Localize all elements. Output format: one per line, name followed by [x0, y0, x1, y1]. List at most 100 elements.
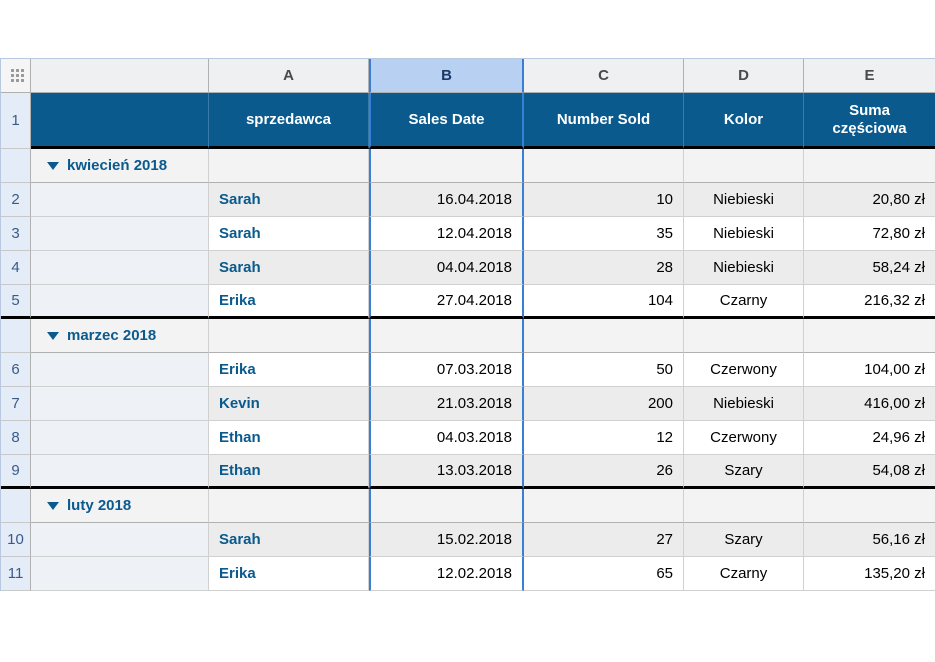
cell-seller[interactable]: Sarah: [209, 217, 369, 251]
cell-sold[interactable]: 65: [524, 557, 684, 591]
row-header-7[interactable]: 7: [1, 387, 31, 421]
group-blank-cell: [209, 489, 369, 523]
cell-color[interactable]: Czerwony: [684, 421, 804, 455]
row-header-2[interactable]: 2: [1, 183, 31, 217]
cell-seller[interactable]: Ethan: [209, 455, 369, 489]
seller-name: Kevin: [219, 395, 260, 412]
cell-seller[interactable]: Erika: [209, 285, 369, 319]
group-header[interactable]: luty 2018: [31, 489, 209, 523]
cell-color[interactable]: Niebieski: [684, 183, 804, 217]
cell-date[interactable]: 13.03.2018: [369, 455, 524, 489]
cell-date[interactable]: 15.02.2018: [369, 523, 524, 557]
sold-value: 27: [656, 531, 673, 548]
cell-sum[interactable]: 416,00 zł: [804, 387, 935, 421]
row-header-group[interactable]: [1, 319, 31, 353]
row-header-6[interactable]: 6: [1, 353, 31, 387]
cell-seller[interactable]: Sarah: [209, 251, 369, 285]
cell-date[interactable]: 16.04.2018: [369, 183, 524, 217]
row-number: 6: [11, 361, 19, 378]
sum-value: 135,20 zł: [864, 565, 925, 582]
row-header-5[interactable]: 5: [1, 285, 31, 319]
cell-color[interactable]: Czarny: [684, 285, 804, 319]
color-value: Niebieski: [713, 191, 774, 208]
row-header-8[interactable]: 8: [1, 421, 31, 455]
row-header-10[interactable]: 10: [1, 523, 31, 557]
header-label: sprzedawca: [246, 111, 331, 129]
row-header-9[interactable]: 9: [1, 455, 31, 489]
cell-sold[interactable]: 10: [524, 183, 684, 217]
seller-name: Sarah: [219, 531, 261, 548]
cell-color[interactable]: Niebieski: [684, 217, 804, 251]
cell-seller[interactable]: Erika: [209, 353, 369, 387]
cell-sum[interactable]: 58,24 zł: [804, 251, 935, 285]
category-blank-cell: [31, 523, 209, 557]
column-header-E[interactable]: E: [804, 59, 935, 93]
column-header-D[interactable]: D: [684, 59, 804, 93]
cell-color[interactable]: Szary: [684, 455, 804, 489]
cell-color[interactable]: Niebieski: [684, 387, 804, 421]
column-header-C[interactable]: C: [524, 59, 684, 93]
row-header-11[interactable]: 11: [1, 557, 31, 591]
cell-sum[interactable]: 104,00 zł: [804, 353, 935, 387]
cell-color[interactable]: Czerwony: [684, 353, 804, 387]
cell-sold[interactable]: 200: [524, 387, 684, 421]
disclosure-triangle-icon[interactable]: [47, 332, 59, 340]
cell-sum[interactable]: 56,16 zł: [804, 523, 935, 557]
cell-color[interactable]: Szary: [684, 523, 804, 557]
disclosure-triangle-icon[interactable]: [47, 502, 59, 510]
table-handle[interactable]: [1, 59, 31, 93]
cell-date[interactable]: 12.02.2018: [369, 557, 524, 591]
cell-date[interactable]: 12.04.2018: [369, 217, 524, 251]
row-header-group[interactable]: [1, 489, 31, 523]
cell-color[interactable]: Czarny: [684, 557, 804, 591]
cell-sum[interactable]: 216,32 zł: [804, 285, 935, 319]
column-header-blank[interactable]: [31, 59, 209, 93]
cell-sold[interactable]: 50: [524, 353, 684, 387]
group-blank-cell: [524, 149, 684, 183]
top-spacer: [0, 0, 935, 58]
group-blank-cell: [684, 319, 804, 353]
cell-sum[interactable]: 72,80 zł: [804, 217, 935, 251]
cell-seller[interactable]: Ethan: [209, 421, 369, 455]
group-header[interactable]: kwiecień 2018: [31, 149, 209, 183]
cell-sum[interactable]: 135,20 zł: [804, 557, 935, 591]
group-header[interactable]: marzec 2018: [31, 319, 209, 353]
row-number: 9: [11, 462, 19, 479]
cell-seller[interactable]: Sarah: [209, 523, 369, 557]
sum-value: 216,32 zł: [864, 292, 925, 309]
sum-value: 104,00 zł: [864, 361, 925, 378]
row-header-3[interactable]: 3: [1, 217, 31, 251]
sold-value: 35: [656, 225, 673, 242]
cell-sum[interactable]: 54,08 zł: [804, 455, 935, 489]
cell-sum[interactable]: 20,80 zł: [804, 183, 935, 217]
cell-date[interactable]: 07.03.2018: [369, 353, 524, 387]
row-header-group[interactable]: [1, 149, 31, 183]
column-header-A[interactable]: A: [209, 59, 369, 93]
cell-sold[interactable]: 12: [524, 421, 684, 455]
seller-name: Sarah: [219, 259, 261, 276]
group-label: kwiecień 2018: [67, 157, 167, 174]
cell-sold[interactable]: 27: [524, 523, 684, 557]
row-header-1[interactable]: 1: [1, 93, 31, 149]
seller-name: Sarah: [219, 191, 261, 208]
column-header-B[interactable]: B: [369, 59, 524, 93]
sum-value: 54,08 zł: [872, 462, 925, 479]
cell-date[interactable]: 27.04.2018: [369, 285, 524, 319]
cell-date[interactable]: 04.04.2018: [369, 251, 524, 285]
cell-sum[interactable]: 24,96 zł: [804, 421, 935, 455]
cell-sold[interactable]: 104: [524, 285, 684, 319]
cell-seller[interactable]: Kevin: [209, 387, 369, 421]
cell-seller[interactable]: Erika: [209, 557, 369, 591]
disclosure-triangle-icon[interactable]: [47, 162, 59, 170]
cell-color[interactable]: Niebieski: [684, 251, 804, 285]
cell-sold[interactable]: 35: [524, 217, 684, 251]
group-blank-cell: [209, 319, 369, 353]
cell-date[interactable]: 21.03.2018: [369, 387, 524, 421]
row-header-4[interactable]: 4: [1, 251, 31, 285]
cell-date[interactable]: 04.03.2018: [369, 421, 524, 455]
date-value: 07.03.2018: [437, 361, 512, 378]
cell-sold[interactable]: 28: [524, 251, 684, 285]
cell-sold[interactable]: 26: [524, 455, 684, 489]
cell-seller[interactable]: Sarah: [209, 183, 369, 217]
sold-value: 104: [648, 292, 673, 309]
